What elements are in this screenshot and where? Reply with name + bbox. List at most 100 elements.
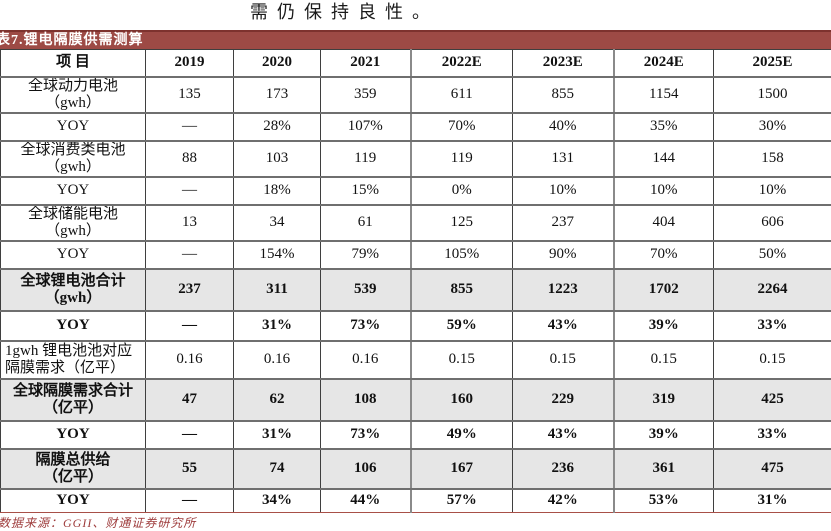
value-cell: 0.15 [409, 339, 513, 380]
value-cell: 108 [320, 377, 411, 422]
intro-text: 需仍保持良性。 [250, 2, 439, 22]
table-title-bar: 表7.锂电隔膜供需测算 [0, 30, 831, 49]
value-cell: 62 [233, 377, 321, 422]
row-label-cell: YOY [0, 487, 146, 513]
value-cell: 154% [233, 239, 321, 270]
value-cell: 105% [409, 239, 513, 270]
value-cell: 611 [409, 75, 513, 114]
value-cell: 40% [512, 111, 614, 142]
value-cell: 539 [320, 267, 411, 312]
value-cell: 173 [233, 75, 321, 114]
value-cell: 119 [320, 139, 411, 178]
table-body: 全球动力电池 （gwh） 135 173 359 611 855 1154 1500 YOY —2… [0, 75, 831, 513]
value-cell: 10% [713, 175, 831, 206]
value-cell: 18% [233, 175, 321, 206]
row-label-cell: YOY [0, 175, 146, 206]
row-label-cell: YOY [0, 309, 146, 342]
row-label-cell: YOY [0, 111, 146, 142]
value-cell: 70% [409, 111, 513, 142]
value-cell: 0.15 [512, 339, 614, 380]
column-header: 2023E [512, 49, 614, 78]
value-cell: 359 [320, 75, 411, 114]
value-cell: 1500 [713, 75, 831, 114]
value-cell: 107% [320, 111, 411, 142]
value-cell: 31% [233, 419, 321, 450]
table-row: 全球消费类电池 （gwh） 88 103 119 119 131 144 158 [0, 139, 831, 178]
value-cell: 61 [320, 203, 411, 242]
value-cell: 1223 [512, 267, 614, 312]
value-cell: — [145, 309, 234, 342]
value-cell: 167 [409, 447, 513, 490]
value-cell: 236 [512, 447, 614, 490]
row-label-cell: 全球隔膜需求合计 （亿平） [0, 377, 146, 422]
value-cell: 55 [145, 447, 234, 490]
value-cell: 47 [145, 377, 234, 422]
table-title: 表7.锂电隔膜供需测算 [0, 33, 144, 48]
value-cell: 319 [612, 377, 714, 422]
column-header: 2020 [233, 49, 321, 78]
table-row: 全球动力电池 （gwh） 135 173 359 611 855 1154 1500 [0, 75, 831, 114]
value-cell: 33% [713, 419, 831, 450]
value-cell: 30% [713, 111, 831, 142]
value-cell: 28% [233, 111, 321, 142]
value-cell: 1702 [612, 267, 714, 312]
value-cell: 88 [145, 139, 234, 178]
value-cell: 135 [145, 75, 234, 114]
table-row: 全球储能电池 （gwh） 13 34 61 125 237 404 606 [0, 203, 831, 242]
value-cell: 119 [409, 139, 513, 178]
column-header: 2024E [612, 49, 714, 78]
header-row: 项 目 2019 2020 2021 2022E 2023E 2024E 2025E [0, 49, 831, 78]
value-cell: 1154 [612, 75, 714, 114]
table-row: 全球锂电池合计 （gwh） 237 311 539 855 1223 1702 2264 [0, 267, 831, 312]
table-row: YOY —28% 107% 70% 40% 35% 30% [0, 111, 831, 142]
value-cell: 0.16 [320, 339, 411, 380]
column-header: 2021 [320, 49, 411, 78]
value-cell: 10% [512, 175, 614, 206]
value-cell: 43% [512, 309, 614, 342]
value-cell: 0.16 [145, 339, 234, 380]
value-cell: 0.15 [612, 339, 714, 380]
table-header: 项 目 2019 2020 2021 2022E 2023E 2024E 2025E [0, 49, 831, 78]
value-cell: 39% [612, 419, 714, 450]
table-row: YOY —31% 73% 59% 43% 39% 33% [0, 309, 831, 342]
value-cell: 53% [612, 487, 714, 513]
value-cell: 160 [409, 377, 513, 422]
value-cell: — [145, 111, 234, 142]
value-cell: 34% [233, 487, 321, 513]
value-cell: 49% [409, 419, 513, 450]
value-cell: 74 [233, 447, 321, 490]
value-cell: 855 [409, 267, 513, 312]
value-cell: 103 [233, 139, 321, 178]
value-cell: 33% [713, 309, 831, 342]
value-cell: 144 [612, 139, 714, 178]
value-cell: 229 [512, 377, 614, 422]
value-cell: — [145, 419, 234, 450]
value-cell: 13 [145, 203, 234, 242]
table-row: YOY —34% 44% 57% 42% 53% 31% [0, 487, 831, 513]
column-header: 2019 [145, 49, 234, 78]
value-cell: 0.16 [233, 339, 321, 380]
value-cell: 43% [512, 419, 614, 450]
value-cell: 42% [512, 487, 614, 513]
value-cell: 311 [233, 267, 321, 312]
value-cell: 404 [612, 203, 714, 242]
value-cell: 90% [512, 239, 614, 270]
row-label-cell: 全球消费类电池 （gwh） [0, 139, 146, 178]
value-cell: 237 [512, 203, 614, 242]
row-label-cell: 全球锂电池合计 （gwh） [0, 267, 146, 312]
column-header: 2025E [713, 49, 831, 78]
value-cell: 0% [409, 175, 513, 206]
value-cell: 237 [145, 267, 234, 312]
value-cell: 158 [713, 139, 831, 178]
table-row: YOY —18% 15% 0% 10% 10% 10% [0, 175, 831, 206]
value-cell: 59% [409, 309, 513, 342]
row-label-cell: 全球储能电池 （gwh） [0, 203, 146, 242]
column-header: 2022E [409, 49, 513, 78]
value-cell: 15% [320, 175, 411, 206]
value-cell: 79% [320, 239, 411, 270]
table-row: YOY —31% 73% 49% 43% 39% 33% [0, 419, 831, 450]
value-cell: 855 [512, 75, 614, 114]
value-cell: 131 [512, 139, 614, 178]
value-cell: 70% [612, 239, 714, 270]
row-label-cell: 全球动力电池 （gwh） [0, 75, 146, 114]
